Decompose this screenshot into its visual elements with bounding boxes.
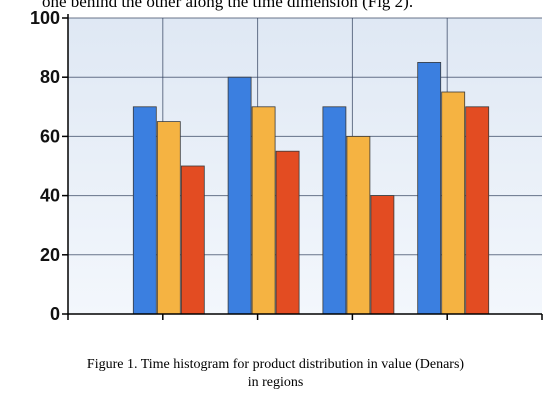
y-axis: 0 20 40 60 80 100: [30, 8, 543, 324]
bar-series-1-group-2: [227, 76, 252, 315]
bar-series-2-group-1: [156, 121, 181, 315]
y-tick-label: 20: [40, 245, 60, 265]
bars: [132, 62, 490, 315]
y-tick-label: 40: [40, 186, 60, 206]
bar-series-3-group-4: [465, 106, 490, 315]
bar-series-3-group-1: [180, 165, 205, 315]
bar-chart: 0 20 40 60 80 100: [30, 8, 543, 324]
figure-caption: Figure 1. Time histogram for product dis…: [0, 356, 551, 392]
y-tick-label: 80: [40, 67, 60, 87]
bar-series-2-group-2: [251, 106, 276, 315]
bar-series-1-group-3: [322, 106, 347, 315]
caption-line-1: Figure 1. Time histogram for product dis…: [86, 357, 465, 372]
caption-line-2: in regions: [247, 375, 304, 390]
bar-series-3-group-2: [275, 150, 300, 315]
bar-series-2-group-3: [346, 135, 371, 315]
bar-series-3-group-3: [370, 195, 395, 315]
bar-series-1-group-4: [417, 62, 442, 315]
bar-series-1-group-1: [132, 106, 157, 315]
y-tick-label: 0: [50, 304, 60, 324]
y-tick-label: 100: [30, 8, 60, 28]
bar-series-2-group-4: [441, 91, 466, 315]
y-tick-label: 60: [40, 126, 60, 146]
body-text-fragment: one behind the other along the time dime…: [42, 0, 414, 11]
